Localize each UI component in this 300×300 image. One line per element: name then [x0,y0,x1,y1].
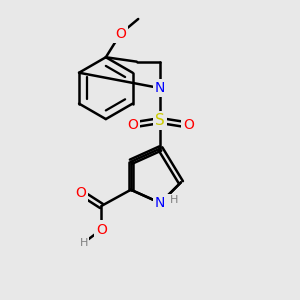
Text: H: H [80,238,88,248]
Text: H: H [170,195,178,205]
Text: N: N [155,81,166,95]
Text: N: N [155,196,166,210]
Text: O: O [127,118,138,132]
Text: O: O [183,118,194,132]
Text: S: S [155,113,165,128]
Text: O: O [115,27,126,41]
Text: O: O [96,223,107,236]
Text: O: O [75,186,86,200]
